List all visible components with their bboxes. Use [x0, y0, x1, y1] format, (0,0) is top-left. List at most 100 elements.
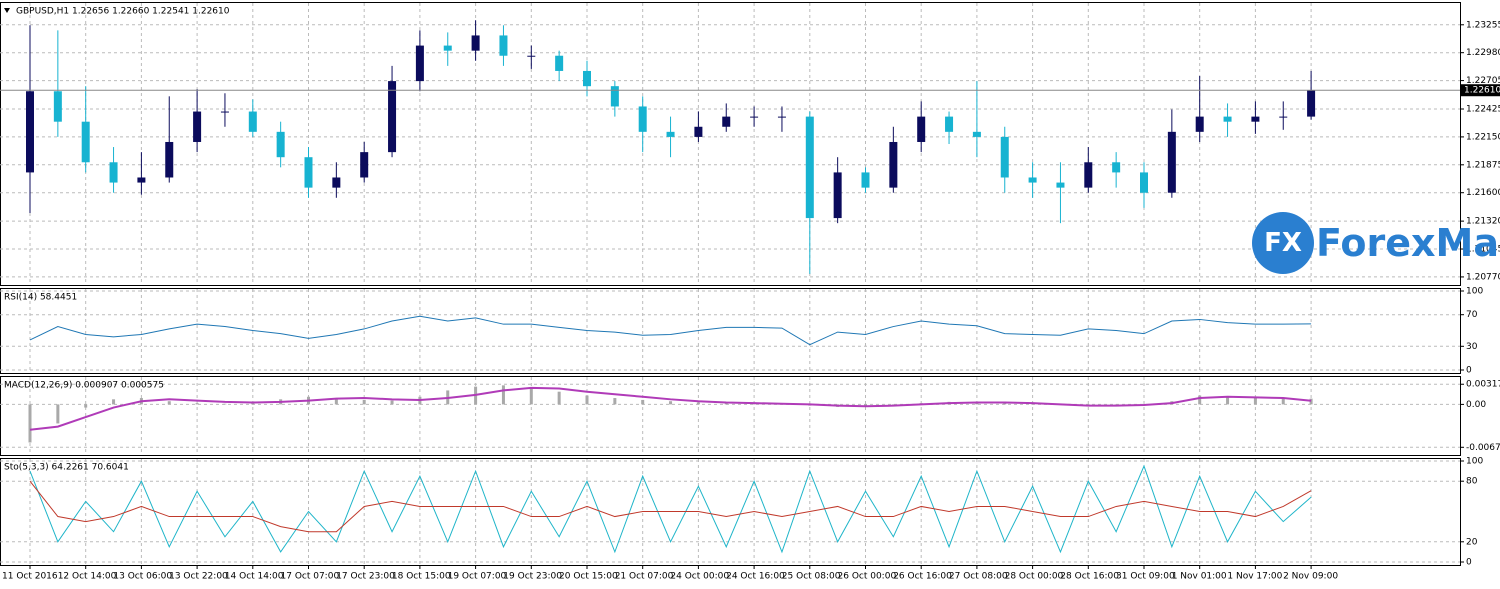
x-tick-label: 28 Oct 16:00: [1060, 572, 1119, 582]
panel-title: GBPUSD,H1 1.22656 1.22660 1.22541 1.2261…: [16, 7, 230, 17]
candle-body: [777, 116, 786, 118]
candle-body: [805, 116, 814, 219]
candle-body: [415, 45, 424, 82]
macd-bar: [390, 400, 394, 405]
x-tick-label: 19 Oct 07:00: [448, 572, 507, 582]
x-tick-label: 17 Oct 23:00: [336, 572, 395, 582]
macd-bar: [501, 385, 505, 405]
x-tick-label: 27 Oct 08:00: [949, 572, 1008, 582]
candle-body: [638, 106, 647, 132]
panel-title: RSI(14) 58.4451: [4, 293, 77, 303]
macd-bar: [613, 398, 617, 405]
candle-body: [1140, 172, 1148, 193]
y-tick-label: 1.22425: [1466, 105, 1500, 115]
macd-bar: [641, 399, 645, 405]
x-tick-label: 28 Oct 00:00: [1005, 572, 1064, 582]
macd-bar: [112, 399, 116, 405]
y-tick-label: 0: [1466, 558, 1472, 568]
x-tick-label: 1 Nov 01:00: [1172, 572, 1227, 582]
candle-body: [471, 35, 480, 51]
y-tick-label: 1.23255: [1466, 20, 1500, 30]
candle-body: [109, 162, 118, 183]
macd-bar: [167, 401, 171, 405]
y-tick-label: 0: [1466, 366, 1472, 376]
x-tick-label: 19 Oct 23:00: [503, 572, 562, 582]
x-tick-label: 12 Oct 14:00: [58, 572, 117, 582]
panel-frame: [0, 376, 1461, 456]
x-tick-label: 18 Oct 15:00: [392, 572, 451, 582]
x-tick-label: 17 Oct 07:00: [281, 572, 340, 582]
candle-body: [555, 55, 564, 71]
macd-bar: [1198, 395, 1202, 405]
y-tick-label: 1.21320: [1466, 217, 1500, 227]
macd-bar: [1281, 398, 1285, 405]
y-tick-label: 100: [1466, 457, 1483, 467]
candle-body: [26, 91, 34, 173]
indicator-line: [29, 480, 1312, 533]
indicator-line: [29, 386, 1312, 431]
x-tick-label: 24 Oct 00:00: [670, 572, 729, 582]
y-tick-label: 1.22705: [1466, 76, 1500, 86]
x-tick-label: 20 Oct 15:00: [559, 572, 618, 582]
panel-title: Sto(5,3,3) 64.2261 70.6041: [4, 463, 129, 473]
candle-body: [388, 81, 397, 153]
candle-body: [750, 116, 759, 118]
watermark-logo: FX: [1252, 212, 1314, 274]
macd-bar: [529, 387, 533, 405]
y-tick-label: -0.006758: [1466, 443, 1500, 453]
watermark: FX ForexMart: [1252, 212, 1500, 274]
candle-body: [304, 157, 313, 188]
y-tick-label: 0.003174: [1466, 380, 1500, 390]
price-label: 1.22610: [1464, 86, 1500, 96]
x-tick-label: 11 Oct 2016: [2, 572, 58, 582]
y-tick-label: 1.22980: [1466, 48, 1500, 58]
x-tick-label: 25 Oct 08:00: [782, 572, 841, 582]
price-box: [1461, 84, 1500, 97]
x-tick-label: 13 Oct 06:00: [113, 572, 172, 582]
macd-bar: [1253, 397, 1257, 405]
x-tick-label: 13 Oct 22:00: [169, 572, 228, 582]
candle-body: [443, 45, 452, 51]
candle-body: [276, 131, 285, 158]
y-tick-label: 0.00: [1466, 400, 1486, 410]
candle-body: [165, 141, 174, 178]
macd-bar: [724, 403, 728, 405]
macd-bar: [223, 403, 227, 405]
candle-body: [583, 70, 591, 87]
macd-bar: [362, 399, 366, 405]
macd-bar: [56, 404, 60, 424]
candle-body: [972, 131, 981, 137]
x-tick-label: 14 Oct 14:00: [225, 572, 284, 582]
macd-bar: [696, 402, 700, 405]
y-tick-label: 100: [1466, 287, 1483, 297]
candle-body: [248, 111, 257, 132]
macd-bar: [28, 404, 32, 443]
macd-bar: [557, 391, 561, 405]
macd-bar: [1003, 403, 1007, 405]
candle-body: [917, 116, 926, 142]
x-tick-label: 1 Nov 17:00: [1227, 572, 1282, 582]
panel-frame: [0, 458, 1461, 566]
x-tick-label: 31 Oct 09:00: [1116, 572, 1175, 582]
candle-body: [137, 177, 146, 183]
candle-body: [1028, 177, 1037, 183]
y-tick-label: 30: [1466, 342, 1478, 352]
macd-bar: [84, 404, 88, 408]
candle-body: [1223, 116, 1232, 122]
candle-body: [945, 116, 954, 132]
candle-body: [833, 172, 842, 219]
candle-body: [1195, 116, 1204, 132]
x-tick-label: 26 Oct 00:00: [838, 572, 897, 582]
x-tick-label: 21 Oct 07:00: [615, 572, 674, 582]
candle-body: [1307, 90, 1316, 117]
candle-body: [499, 35, 508, 56]
candle-body: [1112, 162, 1121, 173]
candle-body: [861, 172, 870, 188]
candle-body: [81, 121, 90, 163]
candle-body: [1056, 182, 1065, 188]
candle-body: [610, 86, 619, 107]
macd-bar: [1226, 396, 1230, 405]
candle-body: [1167, 131, 1176, 193]
candle-body: [1000, 136, 1009, 178]
